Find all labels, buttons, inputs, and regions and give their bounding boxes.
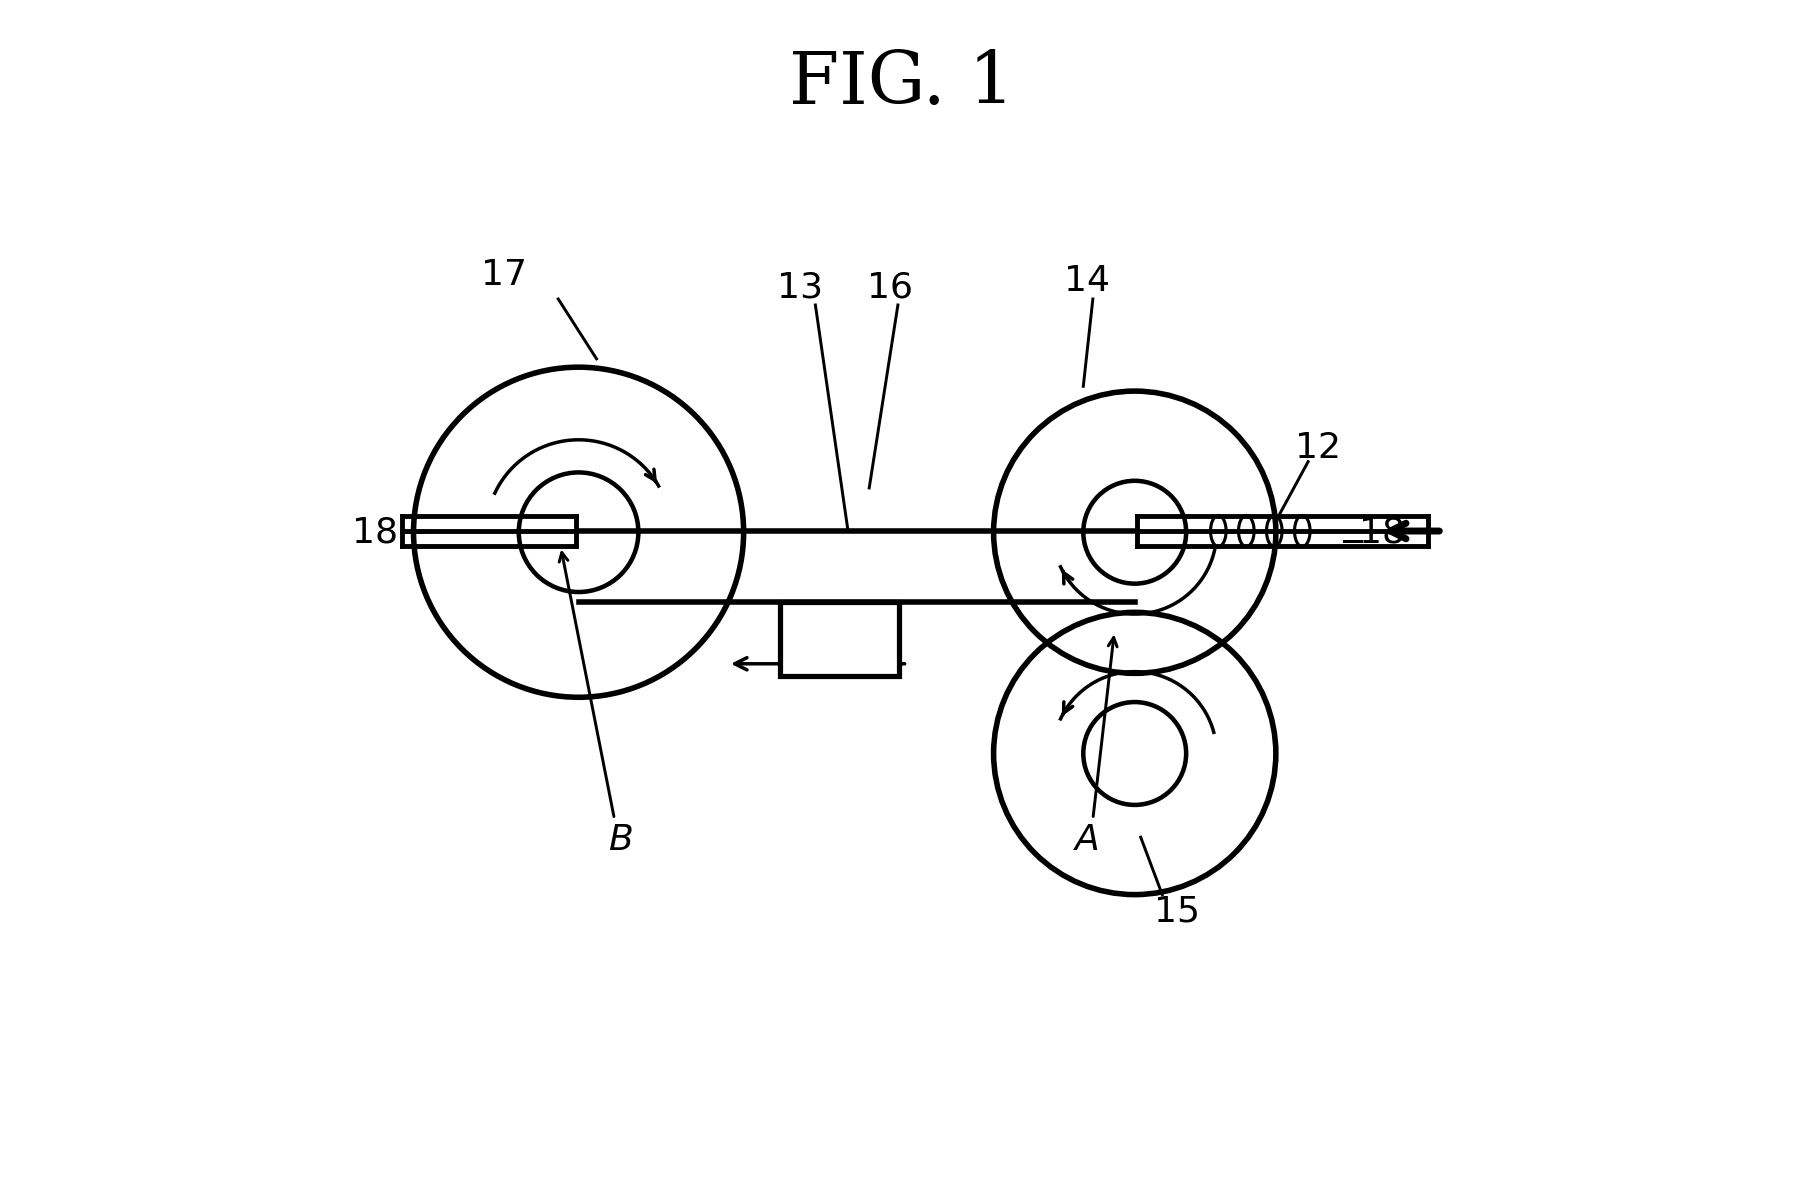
Text: FIG. 1: FIG. 1 — [788, 49, 1015, 118]
Bar — [779, 602, 900, 676]
Text: 12: 12 — [1295, 432, 1341, 465]
Text: 16: 16 — [867, 270, 912, 304]
Text: 14: 14 — [1064, 264, 1111, 298]
Text: 17: 17 — [481, 258, 528, 292]
Text: A: A — [1075, 823, 1100, 856]
Text: 13: 13 — [777, 270, 822, 304]
Text: 15: 15 — [1154, 895, 1199, 928]
Text: 18: 18 — [1359, 515, 1405, 549]
Text: 18: 18 — [352, 515, 398, 549]
Text: B: B — [608, 823, 633, 856]
